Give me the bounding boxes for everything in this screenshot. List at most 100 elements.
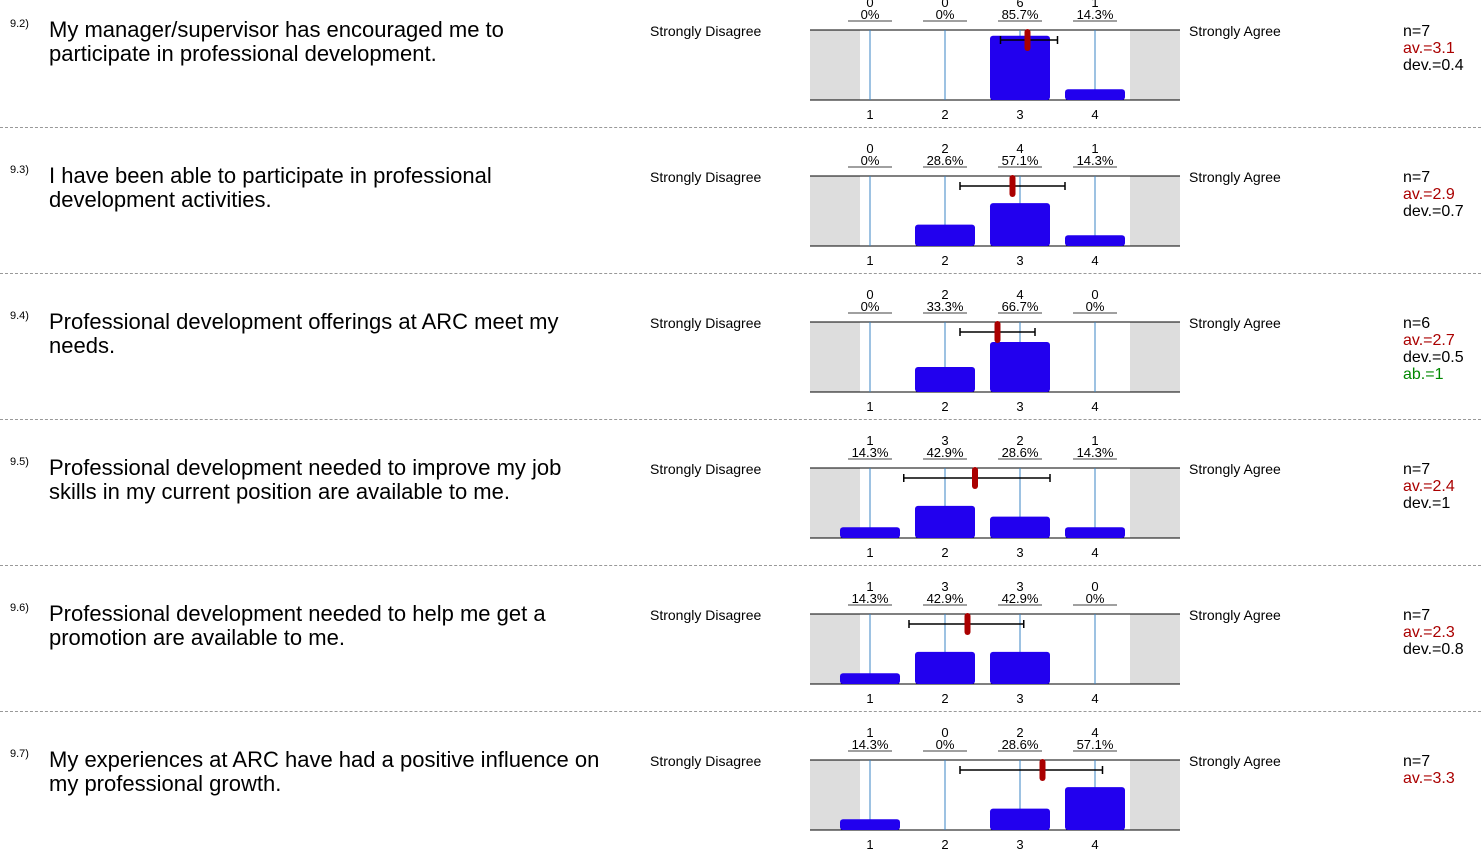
question-text: Professional development offerings at AR… [49, 309, 559, 358]
percent-label: 42.9% [927, 445, 964, 460]
stat-n: n=7 [1403, 607, 1431, 624]
stat-average: av.=2.4 [1403, 478, 1455, 495]
scale-label-right: Strongly Agree [1189, 23, 1281, 39]
axis-tick-label: 4 [1091, 545, 1098, 560]
scale-label-right: Strongly Agree [1189, 607, 1281, 623]
stats-block: n=7 av.=2.3 dev.=0.8 [1403, 607, 1464, 658]
axis-tick-label: 1 [866, 691, 873, 706]
stat-deviation: dev.=0.7 [1403, 203, 1464, 220]
stat-average: av.=3.3 [1403, 770, 1455, 787]
stat-n: n=7 [1403, 461, 1431, 478]
axis-tick-label: 3 [1016, 107, 1023, 122]
scale-end-box-left [810, 468, 860, 538]
row-divider [0, 273, 1481, 274]
axis-tick-label: 2 [941, 399, 948, 414]
count-label: 0 [941, 725, 948, 740]
count-label: 1 [866, 579, 873, 594]
percent-label: 28.6% [927, 153, 964, 168]
bar-3 [990, 342, 1050, 392]
axis-tick-label: 3 [1016, 399, 1023, 414]
question-text: I have been able to participate in profe… [49, 163, 492, 212]
percent-label: 42.9% [1002, 591, 1039, 606]
axis-tick-label: 4 [1091, 837, 1098, 852]
percent-label: 85.7% [1002, 7, 1039, 22]
stat-deviation: dev.=0.8 [1403, 641, 1464, 658]
question-text: My manager/supervisor has encouraged me … [49, 17, 504, 66]
percent-label: 14.3% [852, 737, 889, 752]
percent-label: 14.3% [852, 591, 889, 606]
scale-label-left: Strongly Disagree [650, 461, 762, 477]
axis-tick-label: 1 [866, 837, 873, 852]
question-row: 9.5) Professional development needed to i… [0, 430, 1481, 576]
bar-1 [840, 673, 900, 684]
axis-tick-label: 3 [1016, 837, 1023, 852]
bar-2 [915, 651, 975, 684]
count-label: 1 [1091, 0, 1098, 10]
axis-tick-label: 1 [866, 107, 873, 122]
question-text: My experiences at ARC have had a positiv… [49, 747, 600, 796]
question-row: 9.2) My manager/supervisor has encouraged… [0, 0, 1481, 138]
scale-label-right: Strongly Agree [1189, 461, 1281, 477]
percent-label: 28.6% [1002, 737, 1039, 752]
count-label: 3 [941, 579, 948, 594]
count-label: 1 [1091, 433, 1098, 448]
count-label: 1 [1091, 141, 1098, 156]
scale-label-right: Strongly Agree [1189, 315, 1281, 331]
axis-tick-label: 1 [866, 399, 873, 414]
percent-label: 0% [861, 299, 880, 314]
percent-label: 0% [1086, 299, 1105, 314]
count-label: 3 [1016, 579, 1023, 594]
mean-marker [1039, 759, 1046, 781]
stat-n: n=7 [1403, 169, 1431, 186]
stat-deviation: dev.=1 [1403, 495, 1451, 512]
stat-average: av.=3.1 [1403, 40, 1455, 57]
row-divider [0, 711, 1481, 712]
bar-3 [990, 651, 1050, 684]
stats-block: n=6 av.=2.7 dev.=0.5 ab.=1 [1403, 315, 1464, 383]
bar-2 [915, 224, 975, 246]
scale-label-left: Strongly Disagree [650, 315, 762, 331]
question-text: Professional development needed to help … [49, 601, 546, 650]
count-label: 2 [1016, 725, 1023, 740]
bar-3 [990, 516, 1050, 538]
percent-label: 14.3% [852, 445, 889, 460]
percent-label: 57.1% [1077, 737, 1114, 752]
axis-tick-label: 2 [941, 253, 948, 268]
scale-end-box-left [810, 176, 860, 246]
bar-2 [915, 505, 975, 538]
axis-tick-label: 3 [1016, 253, 1023, 268]
percent-label: 0% [861, 7, 880, 22]
percent-label: 0% [1086, 591, 1105, 606]
count-label: 6 [1016, 0, 1023, 10]
stat-deviation: dev.=0.4 [1403, 57, 1464, 74]
scale-label-left: Strongly Disagree [650, 169, 762, 185]
mean-marker [972, 467, 978, 489]
question-row: 9.6) Professional development needed to h… [0, 576, 1481, 722]
percent-label: 0% [936, 7, 955, 22]
question-number: 9.5) [10, 456, 29, 468]
scale-end-box-right [1130, 468, 1180, 538]
question-number: 9.3) [10, 164, 29, 176]
stats-block: n=7 av.=3.1 dev.=0.4 [1403, 23, 1464, 74]
bar-1 [840, 527, 900, 538]
count-label: 0 [941, 0, 948, 10]
axis-tick-label: 3 [1016, 545, 1023, 560]
axis-tick-label: 2 [941, 107, 948, 122]
axis-tick-label: 3 [1016, 691, 1023, 706]
scale-end-box-right [1130, 760, 1180, 830]
percent-label: 0% [861, 153, 880, 168]
percent-label: 14.3% [1077, 7, 1114, 22]
percent-label: 33.3% [927, 299, 964, 314]
percent-label: 14.3% [1077, 153, 1114, 168]
stats-block: n=7 av.=2.9 dev.=0.7 [1403, 169, 1464, 220]
percent-label: 57.1% [1002, 153, 1039, 168]
percent-label: 66.7% [1002, 299, 1039, 314]
stats-block: n=7 av.=3.3 [1403, 753, 1455, 787]
row-divider [0, 127, 1481, 128]
count-label: 2 [941, 141, 948, 156]
question-number: 9.4) [10, 310, 29, 322]
bar-4 [1065, 89, 1125, 100]
